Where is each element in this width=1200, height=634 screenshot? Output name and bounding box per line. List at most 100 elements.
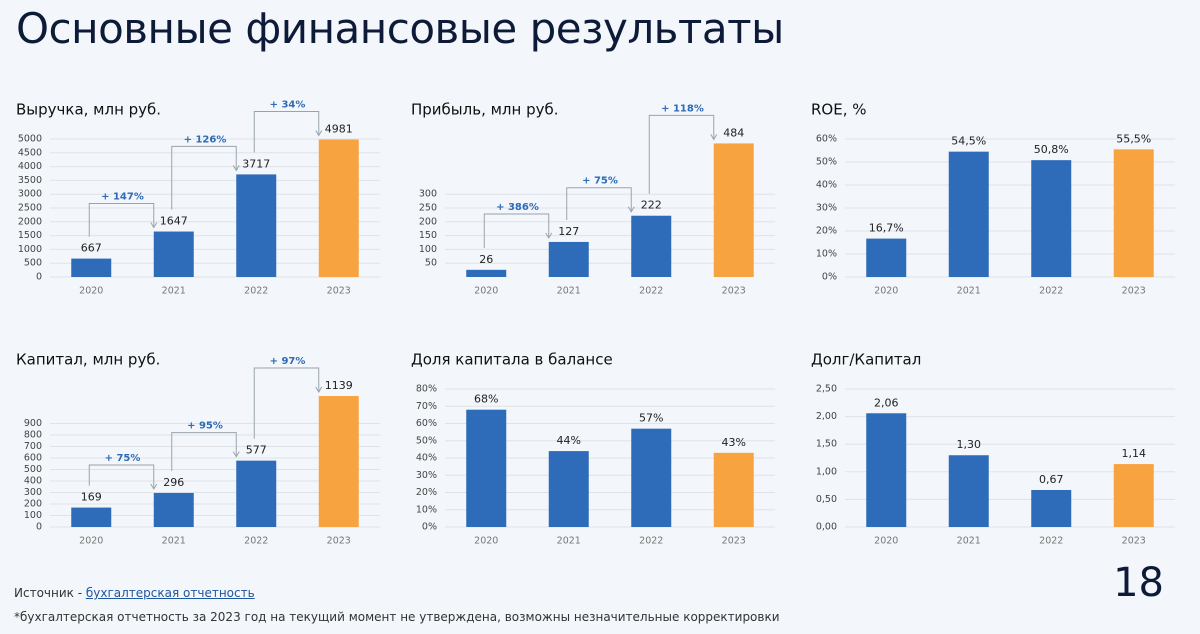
growth-label: + 97% <box>270 356 306 367</box>
arrow-head <box>232 451 240 458</box>
bar <box>236 460 277 527</box>
bar <box>71 507 112 527</box>
y-tick-label: 20% <box>416 487 437 498</box>
arrow-head <box>710 134 718 141</box>
growth-label: + 118% <box>661 103 704 114</box>
growth-label: + 95% <box>187 421 223 432</box>
y-tick-label: 1500 <box>18 230 42 241</box>
x-tick-label: 2022 <box>244 536 268 547</box>
y-tick-label: 200 <box>24 499 42 510</box>
growth-arrow <box>171 432 237 471</box>
value-label: 16,7% <box>869 222 904 235</box>
y-tick-label: 40% <box>416 453 437 464</box>
y-tick-label: 500 <box>24 258 42 269</box>
growth-label: + 34% <box>270 100 306 111</box>
value-label: 577 <box>246 444 267 457</box>
y-tick-label: 20% <box>816 226 837 237</box>
y-tick-label: 60% <box>416 418 437 429</box>
growth-arrow <box>171 145 237 210</box>
growth-arrow <box>253 111 320 153</box>
arrow-head <box>150 483 158 490</box>
growth-arrow <box>88 203 155 237</box>
value-label: 50,8% <box>1034 143 1069 156</box>
y-tick-label: 2500 <box>18 203 42 214</box>
x-tick-label: 2020 <box>79 286 103 297</box>
y-tick-label: 100 <box>419 244 437 255</box>
x-tick-label: 2023 <box>722 286 746 297</box>
y-tick-label: 250 <box>419 203 437 214</box>
value-label: 3717 <box>242 157 270 170</box>
x-tick-label: 2022 <box>639 286 663 297</box>
y-tick-label: 3500 <box>18 175 42 186</box>
value-label: 54,5% <box>951 135 986 148</box>
bar <box>466 269 507 277</box>
y-tick-label: 60% <box>816 134 837 145</box>
growth-arrow <box>483 213 550 248</box>
bar <box>1113 464 1154 527</box>
bar <box>631 215 672 277</box>
value-label: 2,06 <box>874 396 899 409</box>
growth-arrow <box>566 187 632 220</box>
bar <box>713 452 754 527</box>
y-tick-label: 300 <box>419 189 437 200</box>
growth-arrow <box>88 464 155 489</box>
footnote: *бухгалтерская отчетность за 2023 год на… <box>14 610 780 624</box>
y-tick-label: 1,50 <box>816 439 837 450</box>
y-tick-label: 800 <box>24 430 42 441</box>
x-tick-label: 2022 <box>244 286 268 297</box>
arrow-head <box>545 232 553 239</box>
y-tick-label: 100 <box>24 510 42 521</box>
bar <box>318 139 359 277</box>
y-tick-label: 0 <box>36 272 42 283</box>
bar <box>1113 149 1154 277</box>
bar <box>548 451 589 527</box>
source-link[interactable]: бухгалтерская отчетность <box>85 586 255 600</box>
y-tick-label: 4000 <box>18 161 42 172</box>
y-tick-label: 0% <box>422 522 437 533</box>
y-tick-label: 30% <box>816 203 837 214</box>
bar <box>713 143 754 277</box>
chart-title: Выручка, млн руб. <box>16 101 161 119</box>
arrow-head <box>627 206 635 213</box>
chart-title: Капитал, млн руб. <box>16 351 160 369</box>
y-tick-label: 5000 <box>18 134 42 145</box>
source: Источник - бухгалтерская отчетность <box>14 586 255 600</box>
arrow-head <box>150 222 158 229</box>
bar <box>1031 160 1072 277</box>
x-tick-label: 2021 <box>957 536 981 547</box>
source-prefix: Источник - <box>14 586 83 600</box>
x-tick-label: 2022 <box>1039 536 1063 547</box>
y-tick-label: 2000 <box>18 216 42 227</box>
x-tick-label: 2021 <box>557 536 581 547</box>
value-label: 127 <box>558 225 579 238</box>
y-tick-label: 0 <box>36 522 42 533</box>
growth-label: + 147% <box>101 192 144 203</box>
bar <box>948 151 989 277</box>
x-tick-label: 2023 <box>327 286 351 297</box>
y-tick-label: 40% <box>816 180 837 191</box>
x-tick-label: 2022 <box>1039 286 1063 297</box>
arrow-head <box>232 165 240 172</box>
bar <box>153 492 194 527</box>
value-label: 667 <box>81 242 102 255</box>
bar <box>948 455 989 527</box>
y-tick-label: 80% <box>416 384 437 395</box>
x-tick-label: 2020 <box>474 286 498 297</box>
bar <box>466 409 507 527</box>
y-tick-label: 600 <box>24 453 42 464</box>
growth-label: + 75% <box>582 176 618 187</box>
x-tick-label: 2021 <box>557 286 581 297</box>
y-tick-label: 700 <box>24 441 42 452</box>
chart-title: ROE, % <box>811 101 867 119</box>
value-label: 222 <box>641 199 662 212</box>
arrow-head <box>315 386 323 393</box>
chart-title: Долг/Капитал <box>811 351 921 369</box>
value-label: 43% <box>722 436 746 449</box>
chart-title: Прибыль, млн руб. <box>411 101 559 119</box>
bar <box>548 241 589 277</box>
value-label: 1,14 <box>1122 447 1147 460</box>
x-tick-label: 2021 <box>162 286 186 297</box>
value-label: 4981 <box>325 123 353 136</box>
x-tick-label: 2020 <box>874 536 898 547</box>
